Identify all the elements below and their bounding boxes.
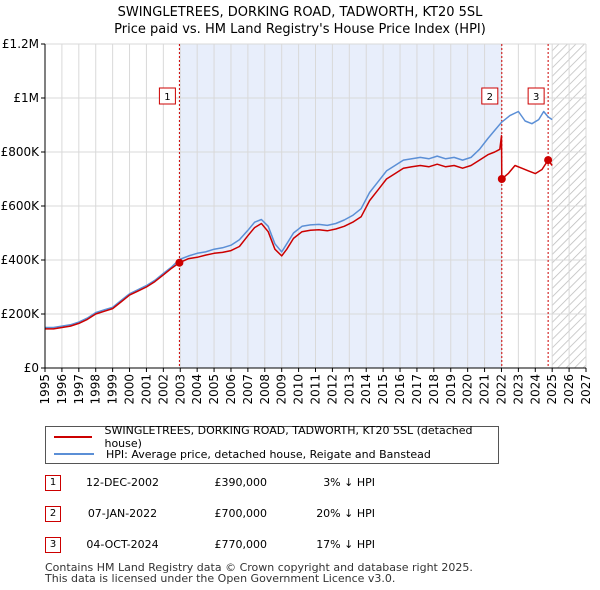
sale-label-frame (158, 87, 176, 105)
x-tick-label: 2013 (342, 374, 356, 405)
x-tick-label: 2025 (545, 374, 559, 405)
x-tick-label: 2019 (444, 374, 458, 405)
x-tick-label: 2020 (461, 374, 475, 405)
x-tick-label: 2018 (427, 374, 441, 405)
legend-label-property: SWINGLETREES, DORKING ROAD, TADWORTH, KT… (104, 424, 473, 450)
x-tick-label: 2005 (207, 374, 221, 405)
sale-hpi-diff: 3% ↓ HPI (323, 476, 375, 489)
sale-label-box: 3 (527, 87, 545, 105)
footer-copyright: Contains HM Land Registry data © Crown c… (45, 561, 473, 574)
sale-label-number: 2 (487, 92, 493, 103)
sale-row-3: 3 04-OCT-2024 £770,000 17% ↓ HPI (45, 537, 445, 555)
x-tick-label: 2016 (393, 374, 407, 405)
sale-price: £700,000 (214, 507, 268, 520)
sale-date: 04-OCT-2024 (86, 538, 159, 551)
hpi-series-line (45, 110, 553, 329)
x-tick-label: 1997 (72, 374, 86, 405)
x-tick-label: 2023 (511, 374, 525, 405)
x-tick-label: 2003 (173, 374, 187, 405)
sale-price: £390,000 (214, 476, 268, 489)
y-tick-label: £200K (1, 307, 41, 321)
x-tick-label: 2008 (258, 374, 272, 405)
chart-legend: SWINGLETREES, DORKING ROAD, TADWORTH, KT… (45, 424, 499, 464)
sale-date: 12-DEC-2002 (85, 476, 160, 489)
chart-title: SWINGLETREES, DORKING ROAD, TADWORTH, KT… (117, 5, 483, 20)
sale-hpi-diff: 17% ↓ HPI (316, 538, 375, 551)
x-tick-label: 2024 (528, 374, 542, 405)
y-tick-label: £800K (1, 145, 41, 159)
x-tick-label: 2006 (224, 374, 238, 405)
footer-licence: This data is licensed under the Open Gov… (45, 572, 396, 585)
chart-subtitle: Price paid vs. HM Land Registry's House … (114, 22, 486, 37)
x-tick-label: 2022 (494, 374, 508, 405)
x-tick-label: 2009 (275, 374, 289, 405)
sale-label-frame (527, 87, 545, 105)
x-tick-label: 2007 (241, 374, 255, 405)
legend-swatch-hpi (54, 453, 94, 455)
legend-label-hpi: HPI: Average price, detached house, Reig… (106, 447, 431, 461)
x-tick-label: 2017 (410, 374, 424, 405)
y-tick-label: £400K (1, 253, 41, 267)
property-series-line (45, 135, 553, 330)
x-tick-label: 2027 (579, 374, 593, 405)
x-tick-label: 1999 (106, 374, 120, 405)
sale-point (175, 258, 184, 267)
sale-point (497, 175, 506, 183)
x-tick-label: 1996 (55, 374, 69, 405)
sale-label-box: 2 (481, 87, 499, 105)
x-tick-label: 2010 (292, 374, 306, 405)
sale-point (544, 156, 553, 165)
y-tick-label: £600K (1, 199, 41, 213)
sale-label-number: 1 (164, 92, 170, 103)
x-tick-label: 2004 (190, 374, 204, 405)
legend-swatch-property (54, 436, 93, 438)
x-tick-label: 2002 (156, 374, 170, 405)
sale-row-2: 2 07-JAN-2022 £700,000 20% ↓ HPI (45, 506, 445, 524)
sale-number-badge: 2 (45, 506, 61, 522)
x-tick-label: 2011 (309, 374, 323, 405)
x-tick-label: 2000 (123, 374, 137, 405)
sale-number-badge: 1 (45, 475, 61, 491)
y-tick-label: £1.2M (2, 37, 39, 51)
sale-label-frame (481, 87, 499, 105)
sale-row-1: 1 12-DEC-2002 £390,000 3% ↓ HPI (45, 475, 445, 493)
x-tick-label: 2014 (359, 374, 373, 405)
x-tick-label: 2015 (376, 374, 390, 405)
x-tick-label: 1998 (89, 374, 103, 405)
x-tick-label: 2012 (325, 374, 339, 405)
x-tick-label: 2021 (478, 374, 492, 405)
y-tick-label: £0 (24, 361, 39, 375)
sale-date: 07-JAN-2022 (87, 507, 158, 520)
y-tick-label: £1M (13, 91, 39, 105)
x-tick-label: 2001 (139, 374, 153, 405)
sale-number-badge: 3 (45, 537, 61, 553)
sale-hpi-diff: 20% ↓ HPI (316, 507, 375, 520)
x-tick-label: 2026 (562, 374, 576, 405)
sale-label-number: 3 (533, 92, 539, 103)
sale-label-box: 1 (158, 87, 176, 105)
sale-price: £770,000 (214, 538, 268, 551)
x-tick-label: 1995 (38, 374, 52, 405)
legend-item-hpi: HPI: Average price, detached house, Reig… (54, 446, 431, 462)
legend-item-property: SWINGLETREES, DORKING ROAD, TADWORTH, KT… (54, 424, 498, 450)
